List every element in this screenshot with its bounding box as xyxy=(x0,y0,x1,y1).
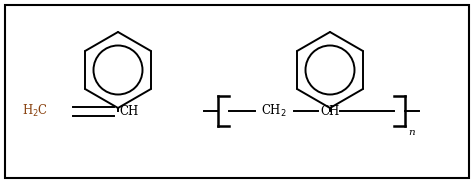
Text: CH: CH xyxy=(320,104,340,117)
Text: CH: CH xyxy=(119,104,138,117)
Text: n: n xyxy=(408,128,415,137)
Text: H$_2$C: H$_2$C xyxy=(22,103,48,119)
Text: CH$_2$: CH$_2$ xyxy=(261,103,287,119)
